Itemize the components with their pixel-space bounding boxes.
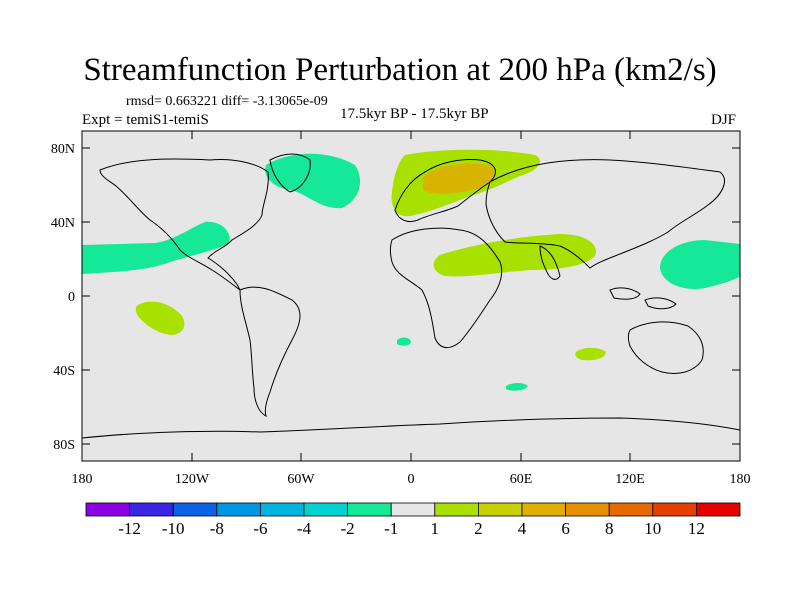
season-label: DJF — [711, 112, 737, 128]
experiment-label: Expt = temiS1-temiS — [82, 112, 209, 128]
colorbar-swatch — [434, 502, 479, 517]
colorbar-label: -10 — [162, 519, 185, 538]
colorbar-label: 8 — [605, 519, 614, 538]
lon-label: 180 — [72, 472, 93, 487]
colorbar-swatch — [521, 502, 566, 517]
colorbar-label: -1 — [384, 519, 398, 538]
lat-label: 40S — [53, 364, 75, 379]
colorbar-label: 4 — [518, 519, 527, 538]
west-pacific-anomaly — [660, 240, 740, 290]
colorbar-label: -2 — [341, 519, 355, 538]
lon-label: 180 — [730, 472, 751, 487]
colorbar-label: 2 — [474, 519, 483, 538]
colorbar-swatch — [259, 502, 305, 517]
colorbar-swatch — [216, 502, 261, 517]
lon-label: 120W — [175, 472, 210, 487]
plot-title: Streamfunction Perturbation at 200 hPa (… — [83, 52, 717, 88]
colorbar-swatch — [696, 502, 741, 517]
latitude-axis: 80N 40N 0 40S 80S — [51, 142, 740, 453]
colorbar-label: 12 — [688, 519, 705, 538]
period-label: 17.5kyr BP - 17.5kyr BP — [340, 106, 489, 122]
colorbar: -12 -10 -8 -6 -4 -2 -1 1 2 4 6 8 10 12 — [85, 502, 741, 538]
colorbar-label: 1 — [431, 519, 440, 538]
lat-label: 80S — [53, 438, 75, 453]
lon-label: 0 — [408, 472, 415, 487]
lat-label: 80N — [51, 142, 75, 157]
colorbar-swatch — [608, 502, 654, 517]
north-atlantic-anomaly — [265, 153, 361, 209]
colorbar-swatch — [390, 502, 436, 517]
anomaly-regions — [82, 149, 740, 391]
coastlines — [81, 153, 741, 439]
lon-label: 120E — [615, 472, 645, 487]
lon-label: 60E — [510, 472, 533, 487]
southern-indian-small-anomaly — [506, 383, 528, 391]
colorbar-swatch — [85, 502, 130, 517]
lat-label: 40N — [51, 216, 75, 231]
colorbar-label: -6 — [253, 519, 267, 538]
lon-label: 60W — [287, 472, 315, 487]
colorbar-label: -8 — [210, 519, 224, 538]
colorbar-label: -12 — [118, 519, 141, 538]
colorbar-swatch — [172, 502, 218, 517]
south-pacific-anomaly — [135, 301, 185, 335]
colorbar-swatch — [129, 502, 174, 517]
colorbar-swatch — [303, 502, 348, 517]
europe-core-anomaly — [423, 163, 495, 194]
colorbar-label: 10 — [644, 519, 661, 538]
pacific-subtropical-anomaly — [82, 221, 230, 274]
colorbar-swatch — [347, 502, 392, 517]
rmsd-stats: rmsd= 0.663221 diff= -3.13065e-09 — [126, 94, 328, 109]
colorbar-label: -4 — [297, 519, 312, 538]
colorbar-swatch — [477, 502, 523, 517]
lat-label: 0 — [68, 290, 75, 305]
colorbar-swatch — [652, 502, 697, 517]
longitude-axis: 180 120W 60W 0 60E 120E 180 — [72, 131, 751, 487]
colorbar-swatch — [565, 502, 610, 517]
arabia-india-anomaly — [433, 234, 596, 277]
indian-ocean-small-anomaly — [575, 347, 606, 361]
colorbar-label: 6 — [561, 519, 570, 538]
south-atlantic-small-anomaly — [397, 337, 411, 346]
